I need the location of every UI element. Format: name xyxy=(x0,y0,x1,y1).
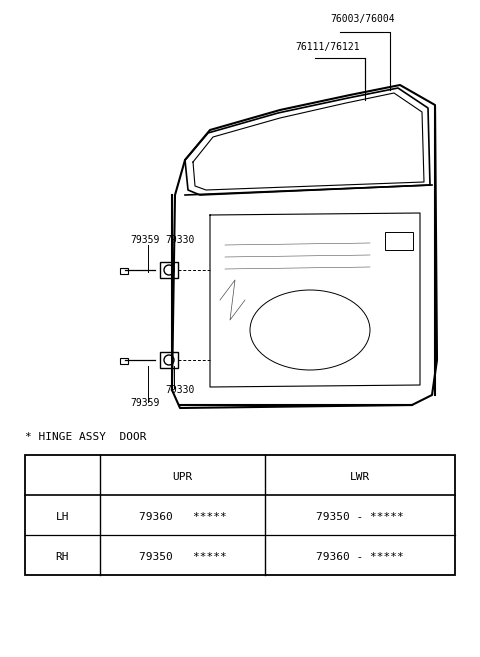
Text: 79359: 79359 xyxy=(130,235,159,245)
Text: LH: LH xyxy=(56,512,69,522)
Text: 79330: 79330 xyxy=(165,235,194,245)
Text: 76003/76004: 76003/76004 xyxy=(330,14,395,24)
Text: 79359: 79359 xyxy=(130,398,159,408)
Text: UPR: UPR xyxy=(172,472,192,482)
Text: 79360 - *****: 79360 - ***** xyxy=(316,552,404,562)
Text: 79350 - *****: 79350 - ***** xyxy=(316,512,404,522)
Text: 76111/76121: 76111/76121 xyxy=(295,42,360,52)
Bar xyxy=(160,262,178,278)
Bar xyxy=(160,352,178,368)
Text: * HINGE ASSY  DOOR: * HINGE ASSY DOOR xyxy=(25,432,146,442)
Ellipse shape xyxy=(164,355,174,365)
Bar xyxy=(25,455,455,575)
Text: LWR: LWR xyxy=(350,472,370,482)
Text: RH: RH xyxy=(56,552,69,562)
Text: 79350   *****: 79350 ***** xyxy=(139,552,227,562)
Text: 79360   *****: 79360 ***** xyxy=(139,512,227,522)
Bar xyxy=(120,268,128,274)
Bar xyxy=(385,232,413,250)
Ellipse shape xyxy=(164,265,174,275)
Bar xyxy=(120,358,128,364)
Text: 79330: 79330 xyxy=(165,385,194,395)
